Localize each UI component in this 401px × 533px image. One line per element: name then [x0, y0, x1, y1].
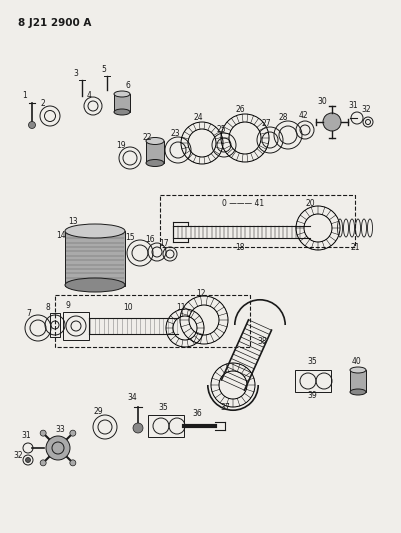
Text: 35: 35 [158, 403, 168, 413]
Bar [63, 312, 89, 340]
Text: 18: 18 [235, 244, 245, 253]
Text: 29: 29 [93, 408, 103, 416]
Bar [114, 94, 130, 112]
Text: 6: 6 [126, 82, 130, 91]
Text: 1: 1 [22, 91, 27, 100]
Circle shape [28, 122, 36, 128]
Text: 22: 22 [142, 133, 152, 142]
Ellipse shape [65, 278, 125, 292]
Text: 27: 27 [261, 118, 271, 127]
Text: 7: 7 [26, 309, 31, 318]
Circle shape [70, 460, 76, 466]
Bar [55, 295, 250, 347]
Text: 31: 31 [21, 432, 31, 440]
Circle shape [46, 436, 70, 460]
Text: 11: 11 [176, 303, 186, 311]
Text: 8: 8 [46, 303, 51, 312]
Text: 15: 15 [125, 232, 135, 241]
Ellipse shape [146, 138, 164, 144]
Ellipse shape [114, 109, 130, 115]
Text: 14: 14 [56, 230, 66, 239]
Text: 21: 21 [350, 244, 360, 253]
Ellipse shape [350, 367, 366, 373]
Circle shape [40, 460, 46, 466]
Text: 20: 20 [305, 199, 315, 208]
Text: 34: 34 [127, 393, 137, 402]
Circle shape [26, 457, 30, 463]
Text: 42: 42 [298, 110, 308, 119]
Text: 32: 32 [361, 106, 371, 115]
Text: 3: 3 [73, 69, 79, 77]
Text: 30: 30 [317, 98, 327, 107]
Bar [146, 141, 164, 163]
Text: 24: 24 [193, 114, 203, 123]
Ellipse shape [146, 159, 164, 166]
Bar [350, 370, 366, 392]
Text: 39: 39 [307, 391, 317, 400]
Text: 37: 37 [220, 402, 230, 411]
Circle shape [70, 430, 76, 436]
Text: 2: 2 [41, 100, 45, 109]
Bar [65, 231, 125, 286]
Ellipse shape [350, 389, 366, 395]
Text: 36: 36 [192, 408, 202, 417]
Text: 33: 33 [55, 425, 65, 434]
Text: 32: 32 [13, 451, 23, 461]
Text: 38: 38 [257, 337, 267, 346]
Text: 10: 10 [123, 303, 133, 312]
Bar [160, 195, 355, 247]
Text: 9: 9 [65, 301, 71, 310]
Text: 5: 5 [101, 64, 106, 74]
Text: 12: 12 [196, 288, 206, 297]
Text: 31: 31 [348, 101, 358, 110]
Ellipse shape [114, 91, 130, 97]
Text: 19: 19 [116, 141, 126, 149]
Ellipse shape [65, 224, 125, 238]
Bar [50, 313, 60, 337]
Text: 17: 17 [159, 238, 169, 247]
Text: 8 J21 2900 A: 8 J21 2900 A [18, 18, 91, 28]
Text: 13: 13 [68, 217, 78, 227]
Text: 23: 23 [170, 128, 180, 138]
Text: 35: 35 [307, 358, 317, 367]
Text: 26: 26 [235, 106, 245, 115]
Text: 28: 28 [278, 112, 288, 122]
Bar [295, 370, 331, 392]
Circle shape [133, 423, 143, 433]
Bar [148, 415, 184, 437]
Text: 4: 4 [87, 91, 91, 100]
Text: 0 ——— 41: 0 ——— 41 [222, 199, 264, 208]
Circle shape [40, 430, 46, 436]
Text: 16: 16 [145, 235, 155, 244]
Text: 25: 25 [216, 125, 226, 133]
Text: 40: 40 [351, 358, 361, 367]
Circle shape [323, 113, 341, 131]
